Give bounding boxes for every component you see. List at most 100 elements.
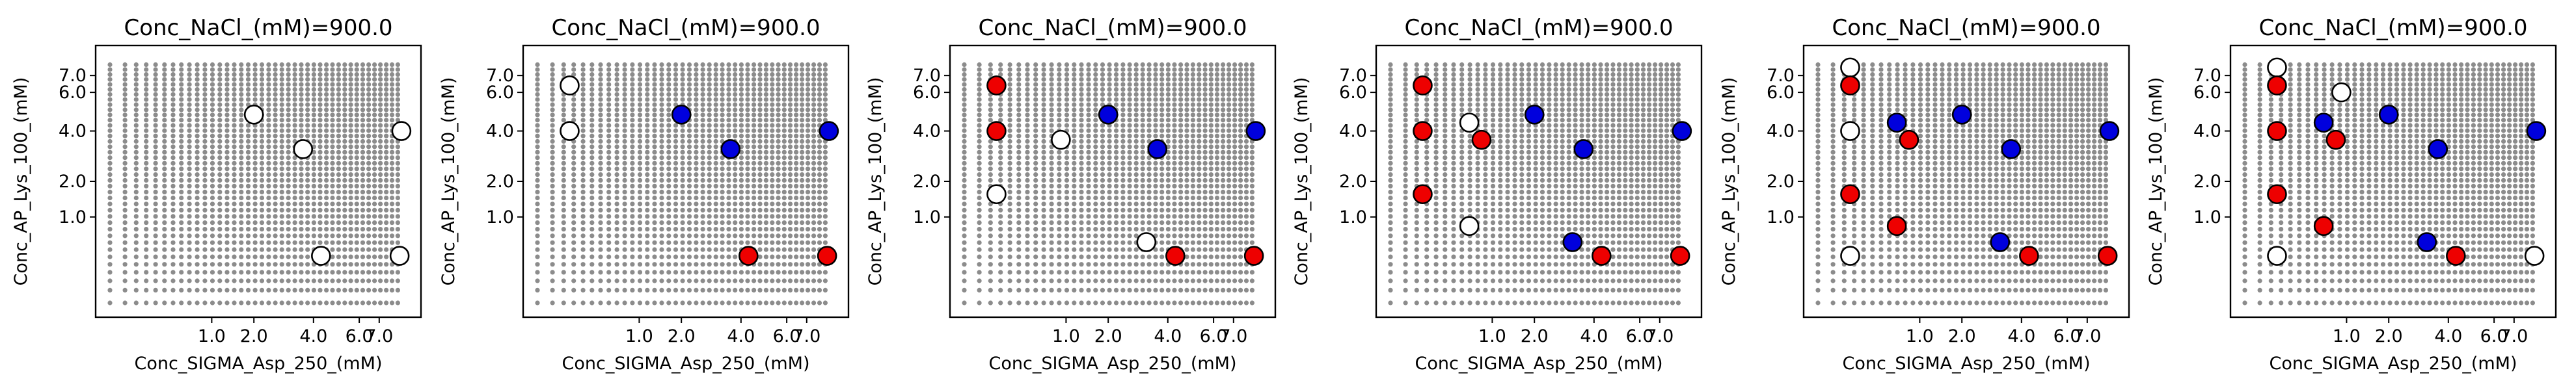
grid-point [1221, 220, 1226, 226]
grid-point [1159, 254, 1165, 259]
grid-point [535, 287, 540, 292]
grid-point [673, 87, 679, 92]
grid-point [133, 123, 139, 128]
grid-point [1190, 62, 1195, 68]
grid-point [366, 189, 372, 194]
grid-point [580, 177, 586, 183]
grid-point [305, 161, 310, 166]
grid-point [707, 177, 712, 183]
grid-point [1072, 107, 1077, 112]
grid-point [962, 72, 967, 77]
grid-point [330, 287, 335, 292]
grid-point [550, 254, 555, 259]
grid-point [733, 118, 738, 123]
grid-point [776, 262, 781, 267]
grid-point [299, 67, 304, 72]
grid-point [360, 155, 366, 161]
grid-point [598, 77, 603, 82]
grid-point [202, 133, 208, 138]
grid-point [1227, 161, 1232, 166]
grid-point [1064, 220, 1070, 226]
grid-point [279, 300, 284, 306]
grid-point [122, 262, 128, 267]
grid-point [354, 202, 359, 207]
grid-point [1100, 161, 1105, 166]
grid-point [720, 240, 725, 245]
grid-point [202, 202, 208, 207]
grid-point [720, 227, 725, 232]
grid-point [998, 177, 1003, 183]
grid-point [745, 287, 750, 292]
grid-point [170, 287, 176, 292]
grid-point [787, 107, 793, 112]
grid-point [318, 287, 323, 292]
grid-point [273, 220, 278, 226]
grid-point [292, 118, 297, 123]
grid-point [606, 278, 612, 283]
grid-point [1120, 172, 1126, 177]
grid-point [1178, 128, 1184, 133]
grid-point [1093, 118, 1098, 123]
grid-point [342, 82, 347, 87]
grid-point [745, 92, 750, 97]
grid-point [162, 82, 167, 87]
grid-point [1243, 240, 1249, 245]
grid-point [606, 172, 612, 177]
grid-point [770, 233, 775, 239]
grid-point [763, 144, 768, 150]
grid-point [713, 172, 718, 177]
grid-point [535, 67, 540, 72]
grid-point [590, 128, 595, 133]
grid-point [1249, 172, 1254, 177]
grid-point [757, 97, 763, 102]
grid-point [1140, 67, 1145, 72]
grid-point [713, 123, 718, 128]
grid-point [1100, 240, 1105, 245]
grid-point [673, 172, 679, 177]
grid-point [787, 62, 793, 68]
grid-point [673, 233, 679, 239]
grid-point [1197, 123, 1202, 128]
grid-point [590, 118, 595, 123]
grid-point [817, 300, 822, 306]
grid-point [733, 177, 738, 183]
grid-point [561, 278, 566, 283]
grid-point [630, 72, 635, 77]
grid-point [652, 123, 657, 128]
grid-point [1072, 87, 1077, 92]
grid-point [286, 254, 291, 259]
grid-point [384, 166, 389, 172]
grid-point [1172, 227, 1177, 232]
grid-point [122, 195, 128, 201]
grid-point [700, 195, 705, 201]
grid-point [1100, 220, 1105, 226]
grid-point [998, 262, 1003, 267]
grid-point [781, 155, 787, 161]
grid-point [1238, 270, 1243, 275]
grid-point [720, 133, 725, 138]
grid-point [686, 67, 692, 72]
grid-point [318, 183, 323, 188]
grid-point [259, 166, 265, 172]
grid-point [1057, 87, 1062, 92]
grid-point [1133, 161, 1139, 166]
grid-point [811, 254, 817, 259]
grid-point [694, 254, 699, 259]
grid-point [606, 128, 612, 133]
grid-point [1202, 150, 1208, 155]
grid-point [1072, 207, 1077, 213]
grid-point [694, 97, 699, 102]
grid-point [770, 92, 775, 97]
grid-point [1232, 107, 1238, 112]
grid-point [787, 262, 793, 267]
grid-point [354, 77, 359, 82]
grid-point [273, 82, 278, 87]
grid-point [637, 207, 643, 213]
grid-point [122, 183, 128, 188]
grid-point [217, 161, 223, 166]
grid-point [162, 72, 167, 77]
grid-point [822, 220, 828, 226]
grid-point [713, 92, 718, 97]
grid-point [299, 92, 304, 97]
grid-point [144, 82, 149, 87]
